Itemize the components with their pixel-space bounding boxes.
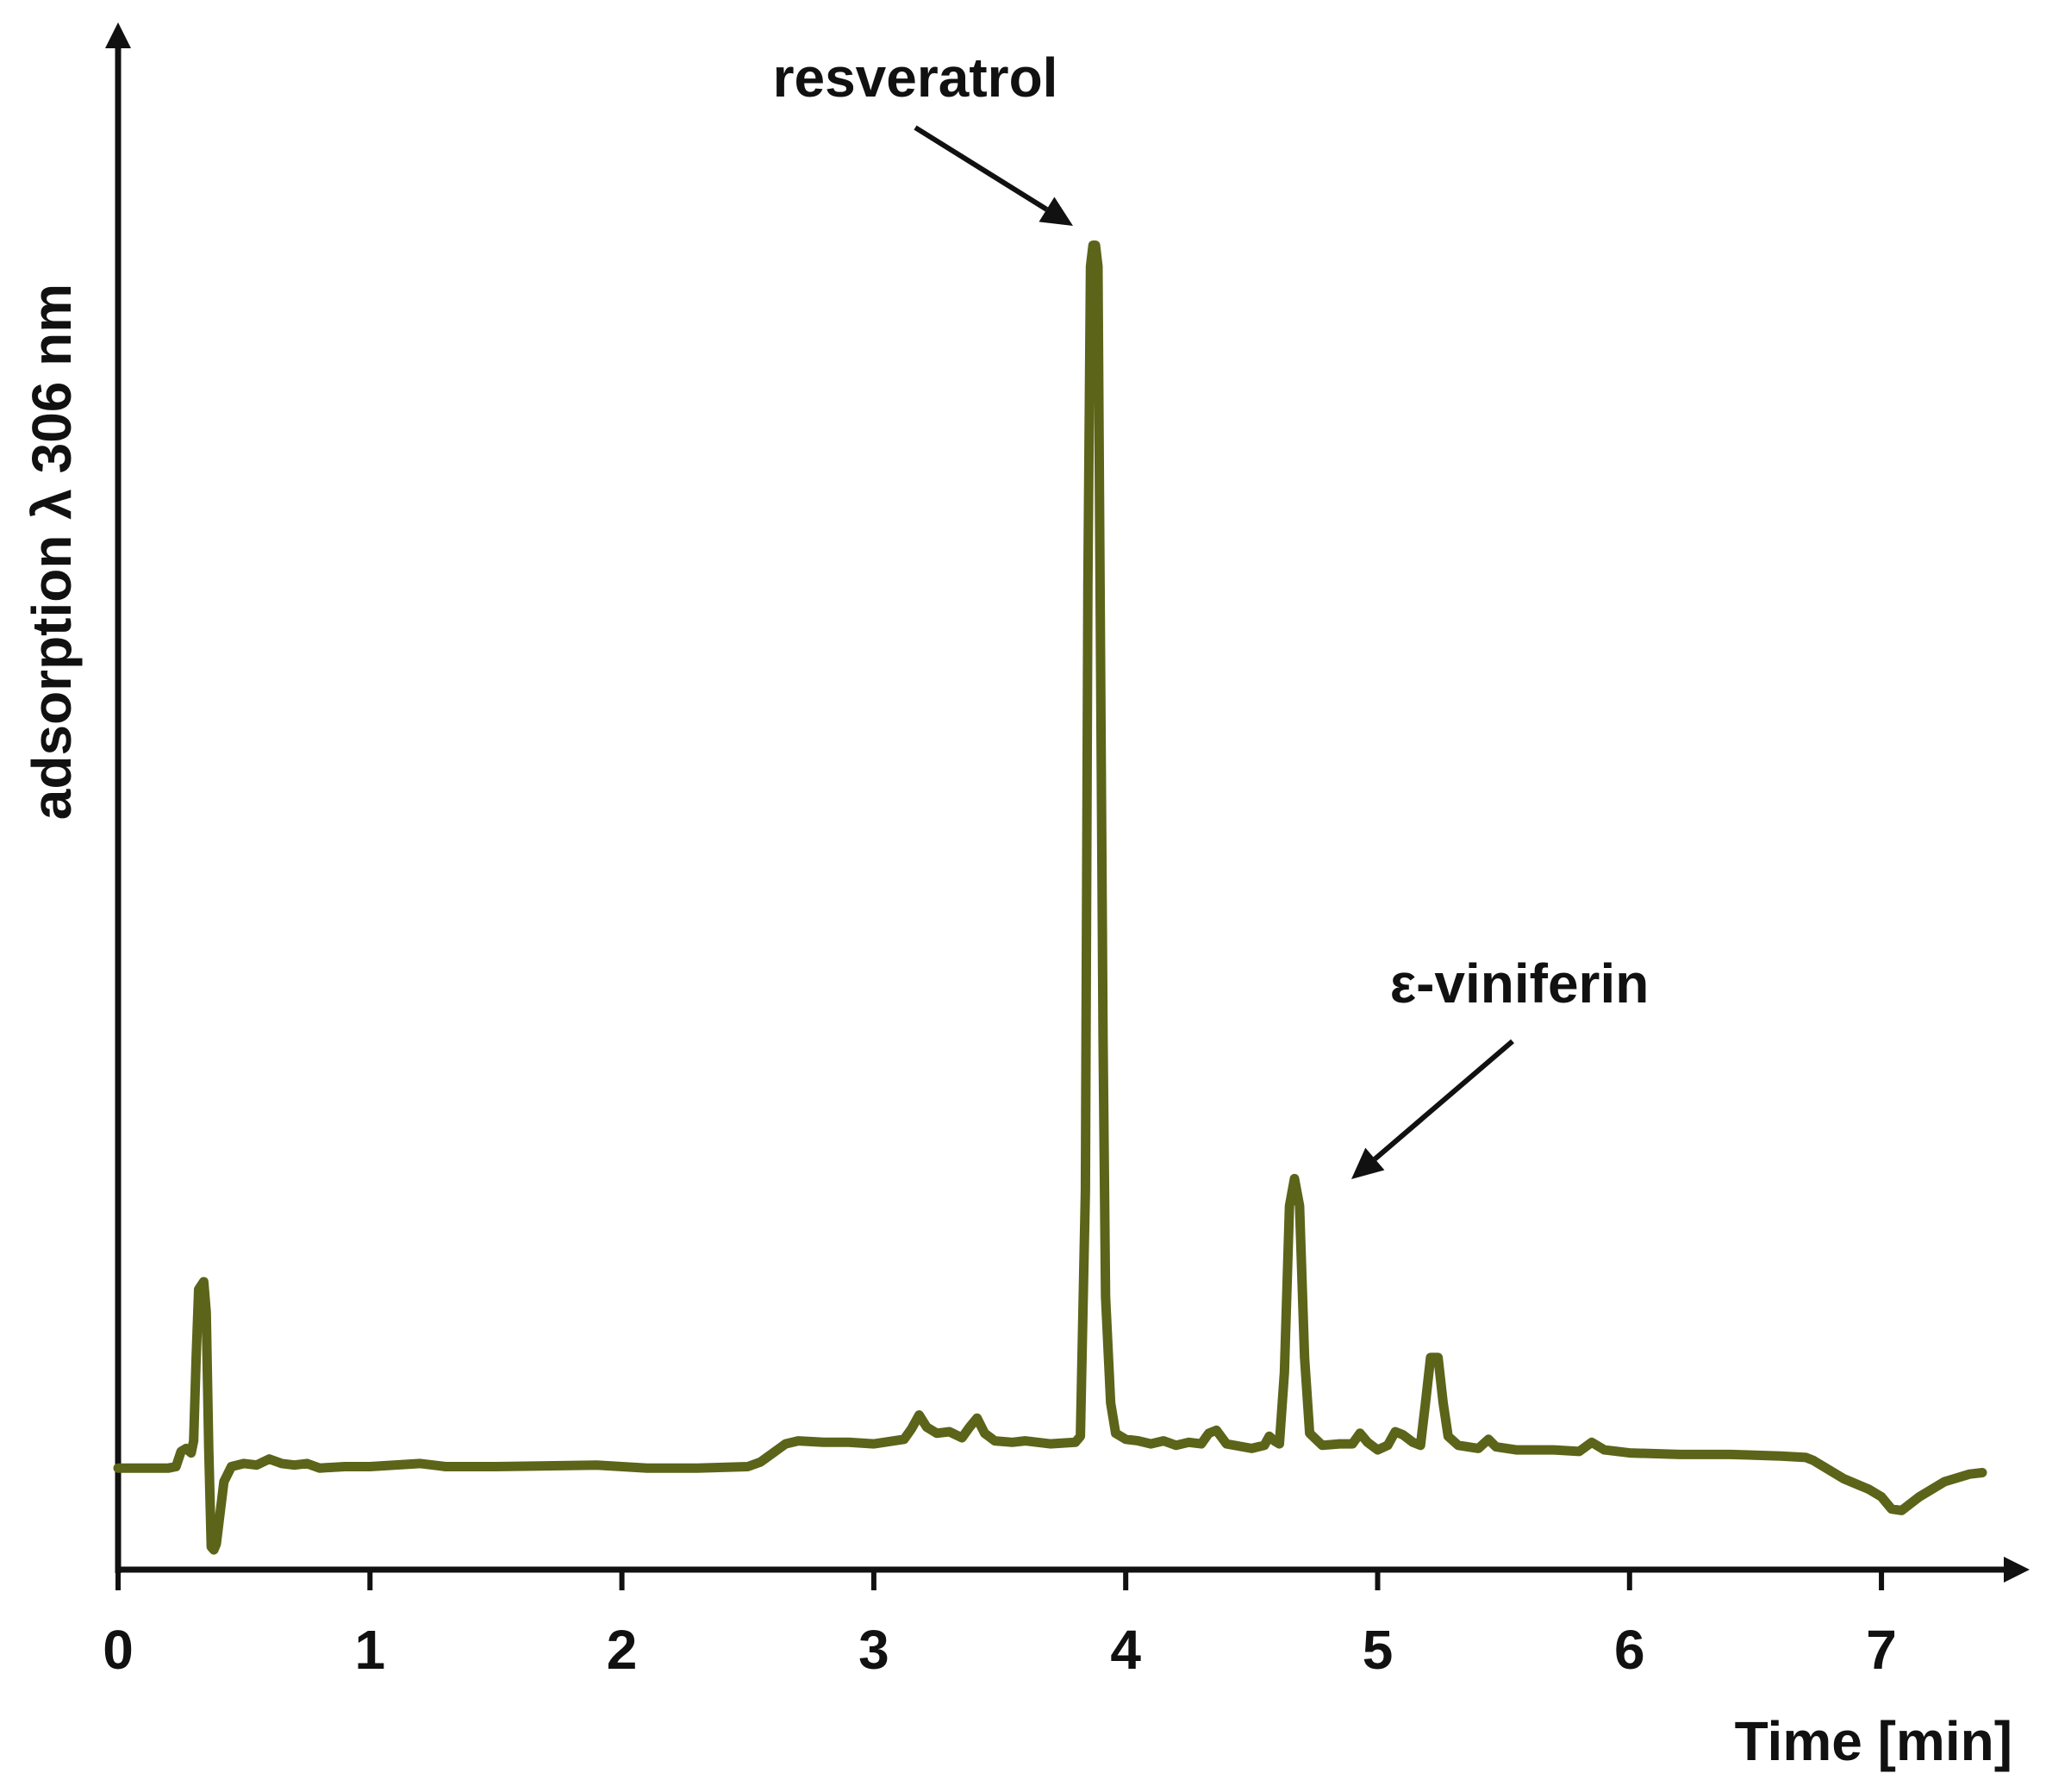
x-ticks-group [115,1570,1885,1590]
x-tick-label-3: 3 [858,1619,889,1681]
annotation-arrow-2 [1373,1039,1514,1161]
x-tick-label-2: 2 [607,1619,638,1681]
annotation-arrowhead-2 [1351,1147,1385,1179]
x-tick-label-4: 4 [1110,1619,1141,1681]
x-tick-label-7: 7 [1866,1619,1897,1681]
x-tick-labels-group: 0 1 2 3 4 5 6 7 [103,1619,1897,1681]
x-tick-label-5: 5 [1363,1619,1394,1681]
x-tick-label-6: 6 [1614,1619,1645,1681]
y-axis-label: adsorption λ 306 nm [21,284,83,820]
annotation-label-1: resveratrol [773,47,1058,109]
x-tick-label-1: 1 [355,1619,386,1681]
x-tick-label-0: 0 [103,1619,134,1681]
chromatogram-trace [113,240,1987,1555]
x-axis-arrowhead [2004,1557,2030,1583]
annotation-arrowhead-1 [1039,197,1073,226]
axes-group [105,22,2030,1583]
annotation-label-2: ε-viniferin [1390,952,1650,1015]
y-axis-arrowhead [105,22,131,48]
annotation-arrow-1 [914,125,1049,212]
x-axis-label: Time [min] [1735,1710,2012,1772]
annotations-group: resveratrol ε-viniferin [773,47,1650,1179]
